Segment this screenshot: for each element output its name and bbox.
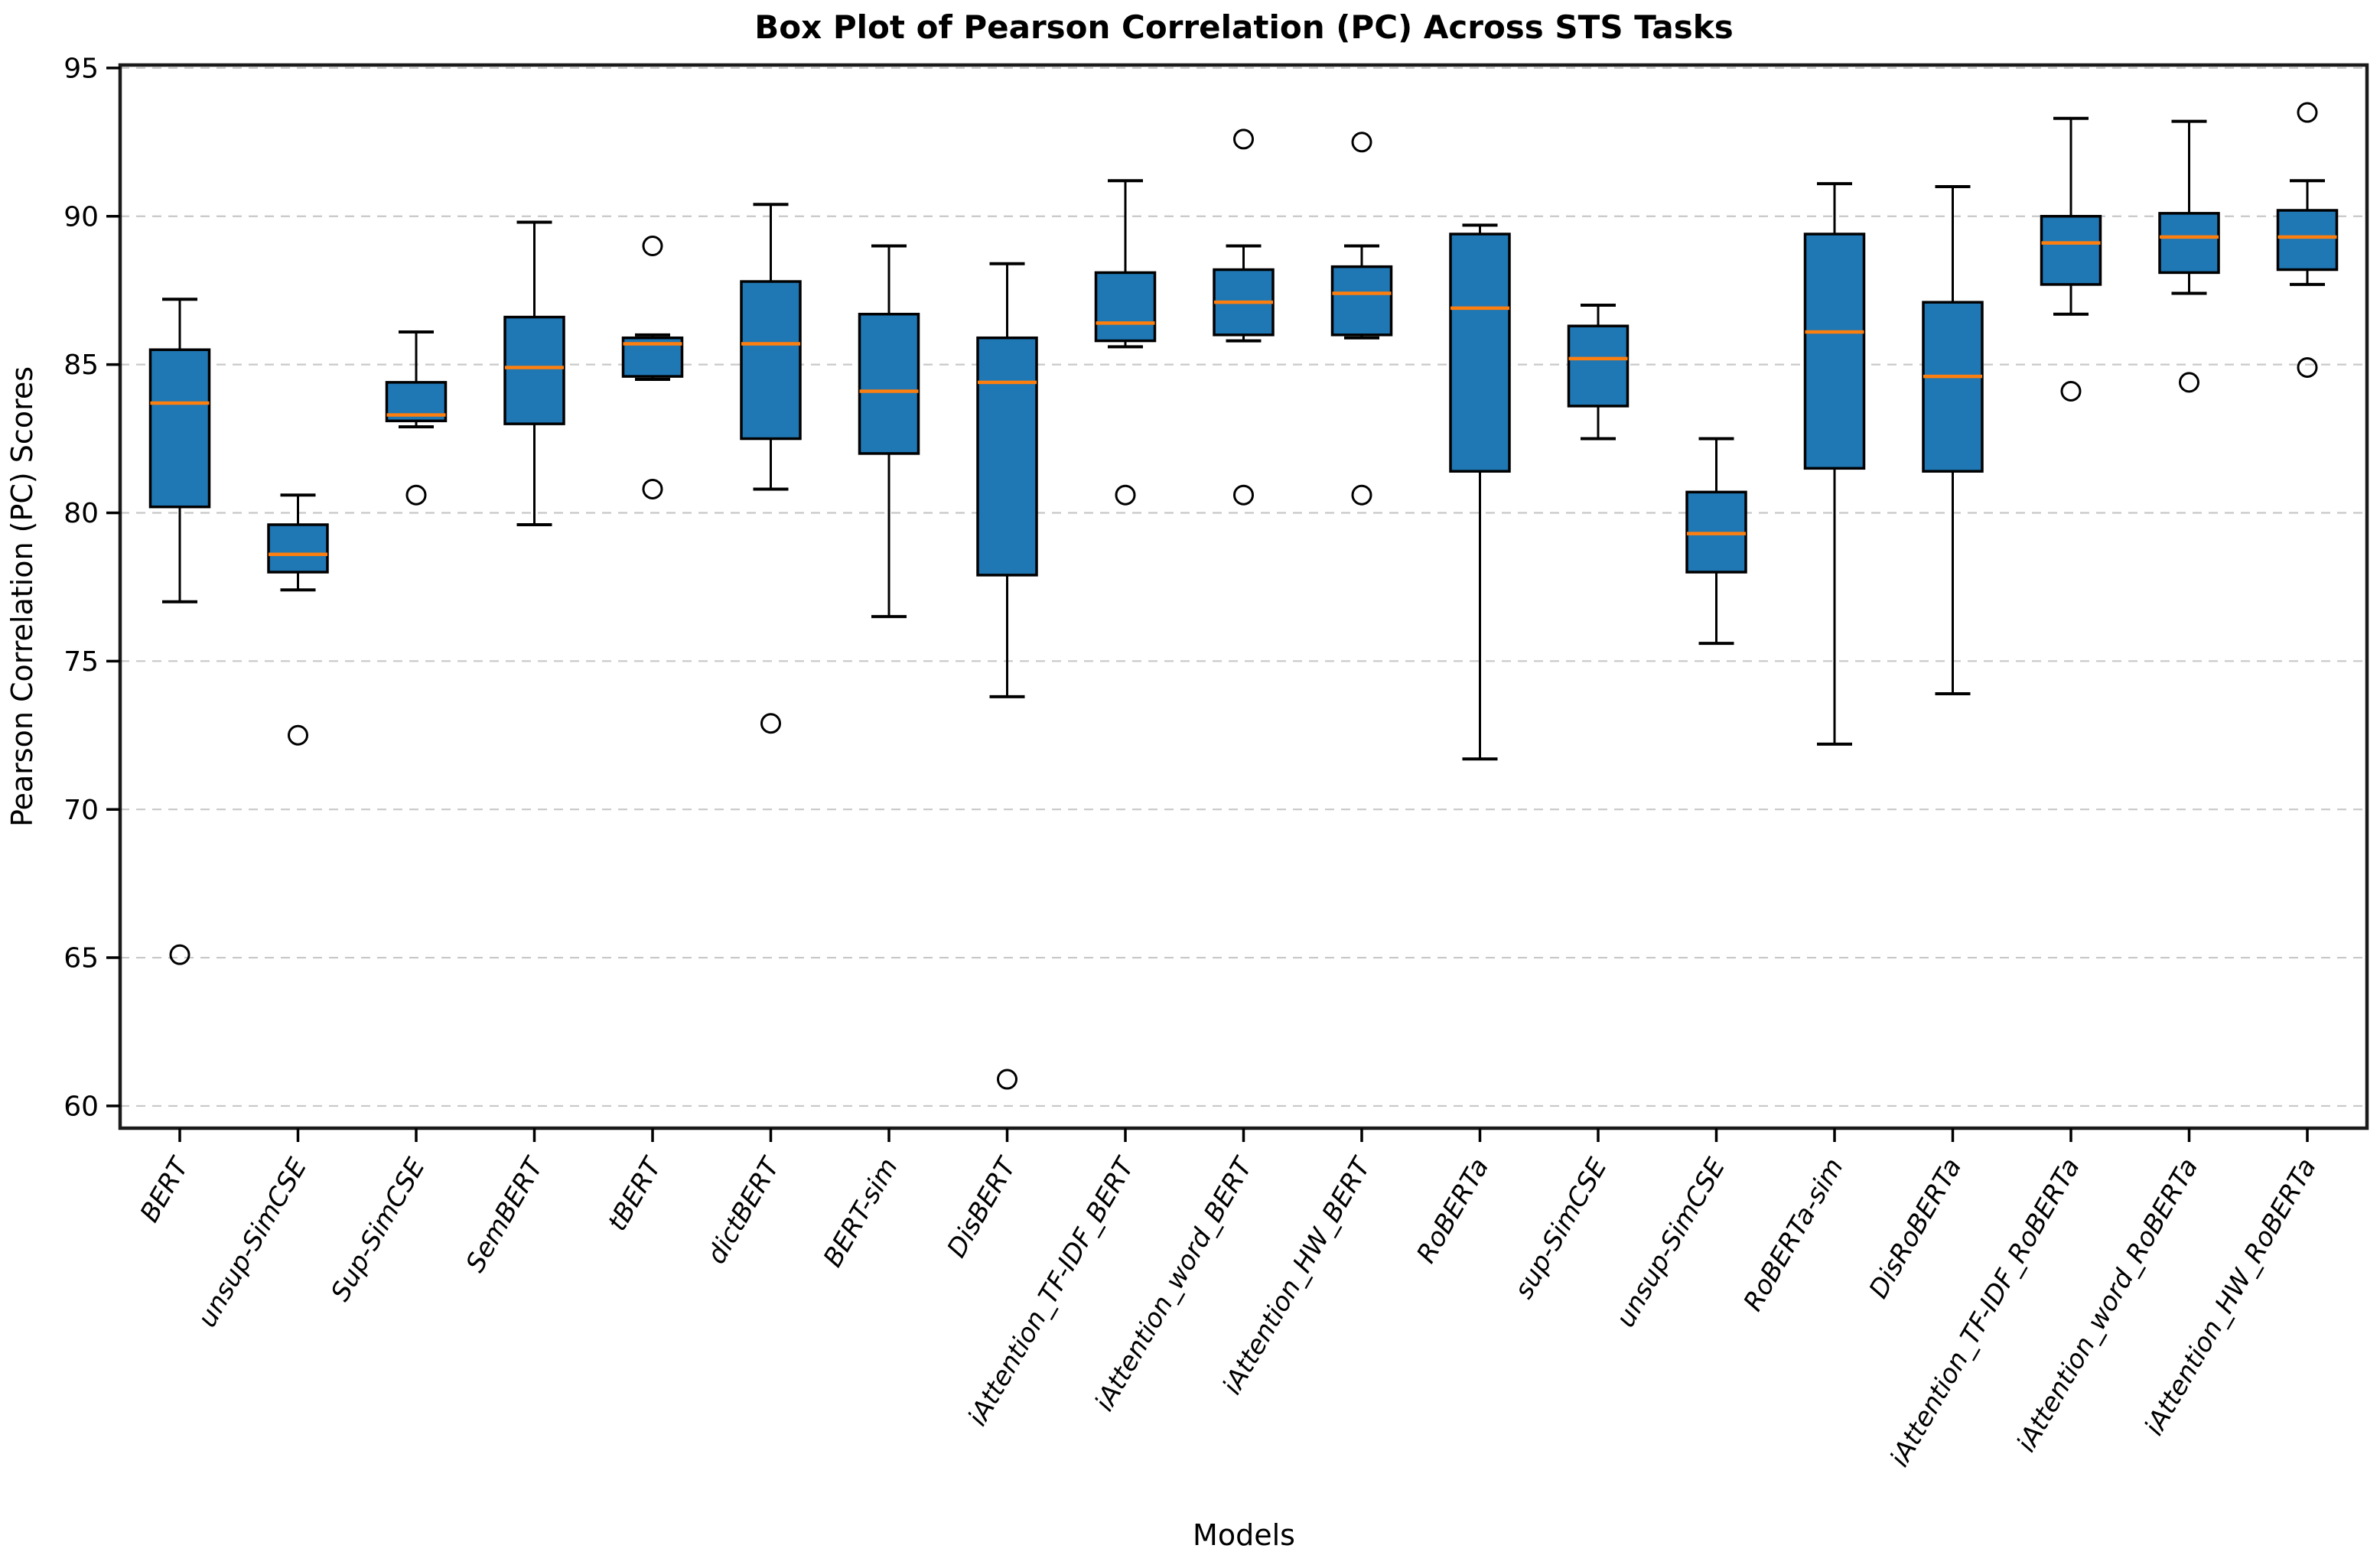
outlier-point <box>1115 484 1136 506</box>
y-tick-label: 80 <box>63 498 99 529</box>
grid-lines <box>120 67 2367 1108</box>
iqr-box <box>976 336 1038 577</box>
boxplot-sup-SimCSE <box>1567 304 1630 441</box>
y-tick-label: 85 <box>63 350 99 381</box>
boxplot-RoBERTa <box>1449 223 1511 761</box>
boxplot-BERT <box>148 298 211 965</box>
outlier-point <box>1351 484 1372 506</box>
outlier-point <box>1233 484 1254 506</box>
iqr-box <box>858 312 920 455</box>
outlier-point <box>169 944 190 965</box>
boxplot-iAttention_HW_BERT <box>1330 132 1393 506</box>
y-tick-label: 60 <box>63 1091 99 1123</box>
outlier-point <box>2297 102 2318 123</box>
iqr-box <box>1094 271 1157 343</box>
iqr-box <box>1567 324 1630 408</box>
boxplot-RoBERTa-sim <box>1803 182 1866 746</box>
y-tick-label: 65 <box>63 943 99 974</box>
outlier-point <box>760 713 781 734</box>
boxplot-DisBERT <box>976 262 1038 1090</box>
outlier-point <box>642 236 663 257</box>
y-tick-label: 90 <box>63 201 99 233</box>
iqr-box <box>1330 265 1393 337</box>
iqr-box <box>2276 209 2339 272</box>
boxplot-tBERT <box>621 236 684 499</box>
iqr-box <box>740 280 802 441</box>
outlier-point <box>288 724 308 746</box>
boxplot-iAttention_word_BERT <box>1213 128 1275 506</box>
iqr-box <box>148 348 211 509</box>
boxplot-BERT-sim <box>858 244 920 619</box>
iqr-box <box>1922 301 1984 473</box>
boxplot-unsup-SimCSE <box>1685 437 1747 646</box>
iqr-box <box>1803 233 1866 470</box>
boxplot-Sup-SimCSE <box>385 330 448 506</box>
y-tick-label: 70 <box>63 795 99 826</box>
outlier-point <box>642 478 663 499</box>
chart-title: Box Plot of Pearson Correlation (PC) Acr… <box>754 8 1733 46</box>
y-tick-label: 75 <box>63 646 99 678</box>
outlier-point <box>1351 132 1372 153</box>
iqr-box <box>503 315 565 425</box>
outlier-point <box>1233 128 1254 150</box>
iqr-box <box>1449 233 1511 473</box>
outlier-point <box>2060 380 2082 402</box>
outlier-point <box>405 484 427 506</box>
iqr-box <box>267 523 329 574</box>
boxplot-unsup-SimCSE <box>267 493 329 746</box>
x-axis-label: Models <box>1193 1518 1295 1552</box>
outlier-point <box>997 1069 1017 1090</box>
boxplot-iAttention_word_RoBERTa <box>2158 119 2220 393</box>
boxplot-SemBERT <box>503 220 565 526</box>
iqr-box <box>2040 214 2102 286</box>
boxplot-DisRoBERTa <box>1922 184 1984 695</box>
boxplot-iAttention_HW_RoBERTa <box>2276 102 2339 378</box>
box-series <box>148 102 2339 1090</box>
y-tick-label: 95 <box>63 53 99 84</box>
outlier-point <box>2297 356 2318 378</box>
boxplot-dictBERT <box>740 203 802 734</box>
outlier-point <box>2179 372 2199 393</box>
y-axis-label: Pearson Correlation (PC) Scores <box>5 366 39 827</box>
boxplot-iAttention_TF-IDF_BERT <box>1094 179 1157 506</box>
boxplot-iAttention_TF-IDF_RoBERTa <box>2040 116 2102 402</box>
iqr-box <box>2158 212 2220 275</box>
